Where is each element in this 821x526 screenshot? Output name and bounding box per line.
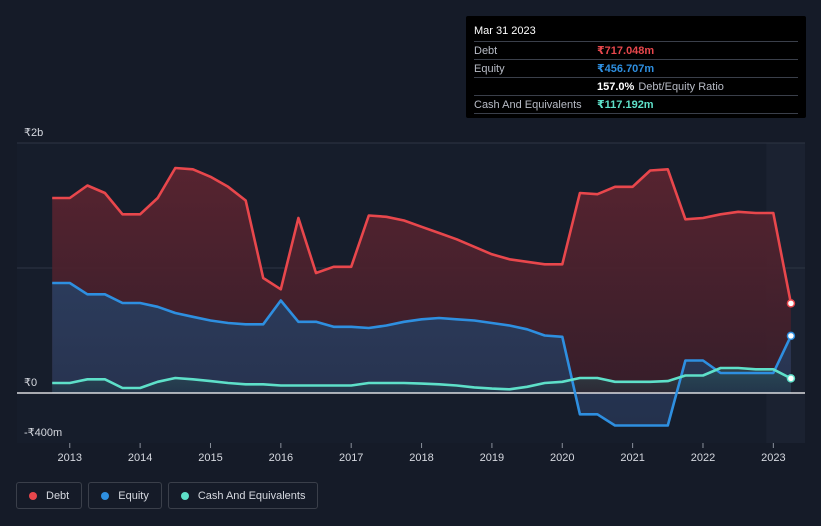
tooltip-date: Mar 31 2023 [474, 25, 536, 37]
debt-line [52, 166, 793, 304]
legend-cash-label: Cash And Equivalents [197, 489, 306, 502]
x-tick-label-8: 2021 [620, 452, 644, 464]
tooltip-cash-value: ₹117.192m [597, 99, 654, 111]
data-tooltip: Mar 31 2023 Debt ₹717.048m Equity ₹456.7… [466, 16, 806, 118]
tooltip-debt-value: ₹717.048m [597, 45, 655, 57]
equity-end-marker [786, 331, 796, 341]
y-tick-label-2: -₹400m [24, 427, 62, 439]
tooltip-ratio-label: Debt/Equity Ratio [638, 80, 724, 93]
x-tick-label-4: 2017 [339, 452, 363, 464]
legend-equity-label: Equity [118, 489, 149, 502]
debt-end-marker [786, 299, 796, 308]
x-tick-label-9: 2022 [691, 452, 715, 464]
tooltip-ratio-value: 157.0% [597, 80, 635, 93]
y-tick-label-0: ₹2b [24, 127, 43, 139]
x-tick-label-0: 2013 [58, 452, 82, 464]
tooltip-equity-value: ₹456.707m [597, 63, 655, 75]
legend-item-cash[interactable]: Cash And Equivalents [167, 482, 319, 509]
x-tick-label-10: 2023 [761, 452, 785, 464]
tooltip-row-debt: Debt ₹717.048m [474, 41, 798, 59]
x-tick-label-3: 2016 [269, 452, 293, 464]
cash-end-marker [786, 374, 796, 383]
x-tick-label-7: 2020 [550, 452, 574, 464]
legend-item-debt[interactable]: Debt [16, 482, 83, 509]
tooltip-debt-label: Debt [474, 44, 498, 57]
tooltip-row-ratio: 157.0% Debt/Equity Ratio [474, 77, 798, 95]
tooltip-row-cash: Cash And Equivalents ₹117.192m [474, 95, 798, 114]
chart-legend: Debt Equity Cash And Equivalents [16, 482, 319, 509]
equity-dot-icon [101, 491, 110, 500]
tooltip-row-equity: Equity ₹456.707m [474, 59, 798, 77]
tooltip-equity-label: Equity [474, 62, 505, 75]
tooltip-cash-label: Cash And Equivalents [474, 98, 582, 111]
legend-debt-label: Debt [46, 489, 70, 502]
y-tick-label-1: ₹0 [24, 377, 37, 389]
equity-line [52, 281, 793, 427]
x-tick-label-5: 2018 [409, 452, 433, 464]
cash-dot-icon [180, 491, 189, 500]
x-tick-label-6: 2019 [480, 452, 504, 464]
cash-area [52, 368, 791, 393]
cash-line [52, 366, 792, 391]
legend-item-equity[interactable]: Equity [88, 482, 162, 509]
x-tick-label-1: 2014 [128, 452, 152, 464]
debt-dot-icon [29, 491, 37, 500]
x-tick-label-2: 2015 [198, 452, 222, 464]
